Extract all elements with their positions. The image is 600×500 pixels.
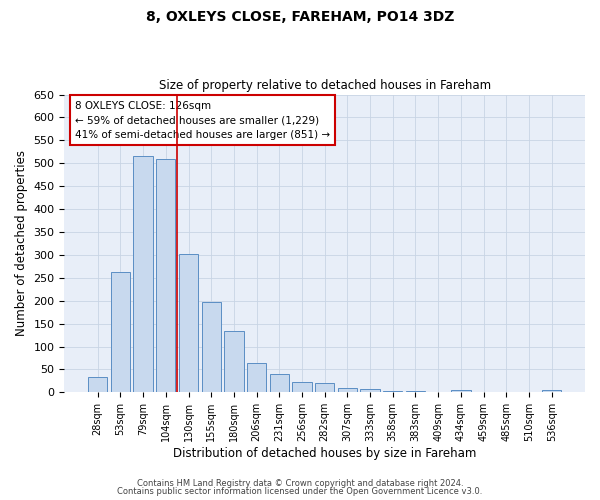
Bar [406, 391, 425, 392]
Bar [383, 390, 403, 392]
Bar [88, 377, 107, 392]
Bar [451, 390, 470, 392]
Bar [361, 389, 380, 392]
Bar [315, 383, 334, 392]
Bar [133, 156, 153, 392]
Bar [338, 388, 357, 392]
Bar [269, 374, 289, 392]
Title: Size of property relative to detached houses in Fareham: Size of property relative to detached ho… [158, 79, 491, 92]
Text: 8, OXLEYS CLOSE, FAREHAM, PO14 3DZ: 8, OXLEYS CLOSE, FAREHAM, PO14 3DZ [146, 10, 454, 24]
X-axis label: Distribution of detached houses by size in Fareham: Distribution of detached houses by size … [173, 447, 476, 460]
Text: 8 OXLEYS CLOSE: 126sqm
← 59% of detached houses are smaller (1,229)
41% of semi-: 8 OXLEYS CLOSE: 126sqm ← 59% of detached… [75, 100, 330, 140]
Bar [202, 302, 221, 392]
Bar [179, 254, 198, 392]
Bar [542, 390, 562, 392]
Bar [111, 272, 130, 392]
Bar [247, 363, 266, 392]
Y-axis label: Number of detached properties: Number of detached properties [15, 150, 28, 336]
Text: Contains HM Land Registry data © Crown copyright and database right 2024.: Contains HM Land Registry data © Crown c… [137, 478, 463, 488]
Bar [224, 332, 244, 392]
Bar [156, 158, 175, 392]
Bar [292, 382, 311, 392]
Text: Contains public sector information licensed under the Open Government Licence v3: Contains public sector information licen… [118, 487, 482, 496]
